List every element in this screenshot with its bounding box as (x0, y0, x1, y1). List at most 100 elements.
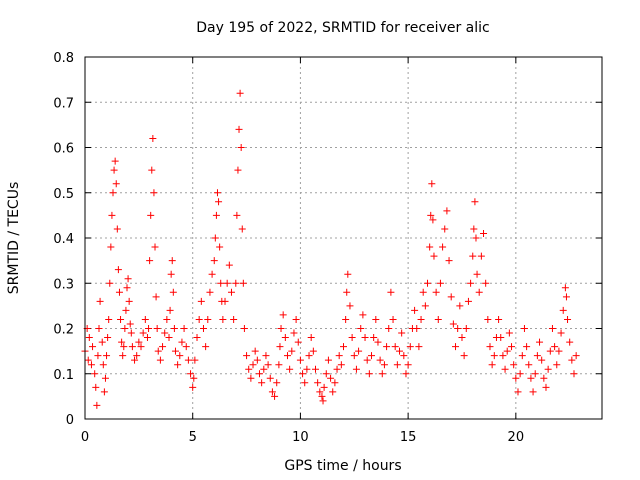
data-point (84, 356, 92, 364)
data-point (170, 325, 178, 332)
data-point (452, 343, 460, 351)
x-tick-label: 20 (508, 430, 525, 445)
data-point (219, 315, 227, 323)
data-point (95, 325, 103, 332)
data-point (419, 288, 427, 296)
data-point (376, 356, 384, 364)
data-point (385, 325, 393, 332)
data-point (281, 334, 289, 342)
data-point (343, 288, 351, 296)
data-point (443, 207, 451, 215)
data-point (499, 352, 507, 360)
data-point (299, 370, 307, 378)
chart-title: Day 195 of 2022, SRMTID for receiver ali… (196, 20, 489, 36)
data-point (104, 334, 112, 342)
data-point (237, 144, 245, 151)
data-point (561, 284, 569, 292)
y-tick-label: 0.7 (53, 96, 74, 111)
data-point (484, 315, 492, 323)
data-point (92, 383, 100, 391)
data-point (126, 320, 134, 328)
data-point (525, 361, 533, 369)
data-point (166, 306, 174, 314)
data-point (393, 361, 401, 369)
data-point (106, 279, 114, 287)
data-point (107, 243, 115, 251)
data-point (143, 334, 151, 342)
data-point (318, 392, 326, 400)
data-point (147, 211, 155, 219)
data-point (245, 365, 253, 373)
data-point (570, 370, 578, 378)
data-point (195, 315, 203, 323)
data-point (148, 166, 156, 174)
data-point (404, 361, 412, 369)
data-point (167, 270, 175, 278)
data-point (309, 347, 317, 355)
data-point (131, 356, 139, 364)
data-point (355, 347, 363, 355)
data-point (430, 252, 438, 260)
data-point (387, 288, 395, 296)
data-point (301, 379, 309, 387)
data-point (199, 325, 207, 332)
x-axis-label: GPS time / hours (284, 458, 401, 474)
data-point (255, 370, 263, 378)
data-point (238, 225, 246, 233)
data-point (123, 284, 131, 292)
data-point (215, 198, 223, 206)
data-point (324, 356, 332, 364)
data-point (165, 334, 173, 342)
data-point (96, 297, 104, 305)
data-point (536, 338, 544, 346)
data-point (290, 329, 298, 337)
data-point (111, 157, 119, 165)
data-point (467, 279, 475, 287)
data-point (286, 365, 294, 373)
data-point (125, 297, 133, 305)
data-point (87, 361, 95, 369)
data-point (89, 343, 97, 351)
data-point (436, 279, 444, 287)
data-point (320, 383, 328, 391)
data-point (276, 343, 284, 351)
data-point (359, 311, 367, 319)
data-point (508, 343, 516, 351)
data-point (456, 302, 464, 310)
x-tick-label: 0 (81, 430, 89, 445)
data-point (551, 343, 559, 351)
data-point (523, 343, 531, 351)
data-point (303, 365, 311, 373)
data-point (275, 361, 283, 369)
data-point (497, 334, 505, 342)
data-point (288, 347, 296, 355)
data-point (427, 211, 435, 219)
data-point (121, 325, 129, 332)
data-point (363, 356, 371, 364)
data-point (473, 270, 481, 278)
y-axis-label: SRMTID / TECUs (6, 182, 22, 295)
data-point (189, 383, 197, 391)
data-point (100, 388, 108, 396)
data-point (271, 392, 279, 400)
data-point (464, 297, 472, 305)
x-tick-label: 5 (189, 430, 197, 445)
data-point (344, 270, 352, 278)
data-points (81, 89, 580, 409)
data-point (417, 315, 425, 323)
data-point (307, 334, 315, 342)
data-point (253, 356, 261, 364)
data-point (149, 134, 157, 142)
data-point (118, 338, 126, 346)
data-point (216, 243, 224, 251)
data-point (145, 325, 153, 332)
data-point (512, 374, 520, 382)
data-point (495, 315, 503, 323)
data-point (180, 325, 188, 332)
data-point (176, 352, 184, 360)
data-point (187, 370, 195, 378)
data-point (137, 343, 145, 351)
data-point (568, 356, 576, 364)
data-point (469, 252, 477, 260)
